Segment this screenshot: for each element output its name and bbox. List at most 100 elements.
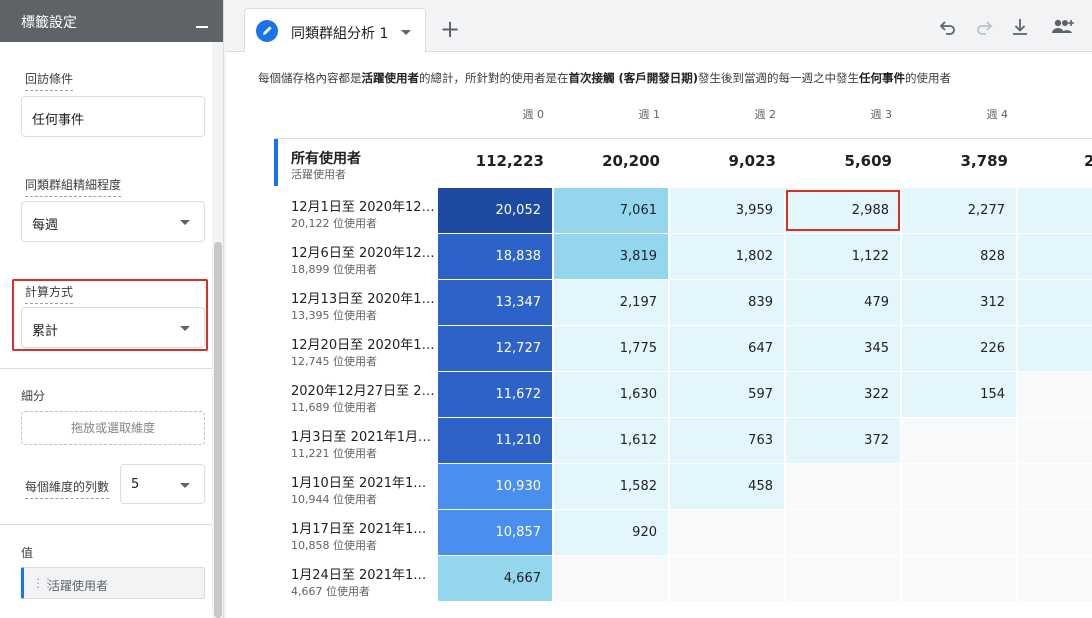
cohort-cell[interactable]: 13,347 — [438, 280, 552, 325]
cohort-cell[interactable]: 20,052 — [438, 188, 552, 233]
cohort-cell[interactable]: 2,277 — [902, 188, 1016, 233]
table-description: 每個儲存格內容都是活躍使用者的總計，所針對的使用者是在首次接觸 (客戶開發日期)… — [258, 71, 952, 85]
total-row-accent — [274, 139, 278, 186]
cohort-size: 13,395 位使用者 — [291, 309, 377, 322]
chevron-down-icon[interactable] — [401, 30, 411, 35]
total-subtitle: 活躍使用者 — [291, 168, 346, 181]
values-label: 值 — [21, 546, 34, 560]
redo-icon[interactable] — [973, 16, 995, 38]
cohort-cell[interactable]: 1,775 — [554, 326, 668, 371]
chevron-down-icon — [180, 220, 190, 225]
cohort-cell[interactable]: 372 — [786, 418, 900, 463]
cohort-cell[interactable]: 154 — [902, 372, 1016, 417]
cohort-cell[interactable]: 3,959 — [670, 188, 784, 233]
cohort-cell[interactable]: 3,819 — [554, 234, 668, 279]
cohort-cell[interactable]: 12,727 — [438, 326, 552, 371]
divider — [0, 524, 212, 525]
cohort-cell[interactable]: 10,930 — [438, 464, 552, 509]
cohort-cell[interactable]: 839 — [670, 280, 784, 325]
cohort-cell[interactable]: 312 — [902, 280, 1016, 325]
chevron-down-icon — [180, 483, 190, 488]
cohort-cell[interactable]: 4,667 — [438, 556, 552, 601]
cohort-cell[interactable]: 1,122 — [786, 234, 900, 279]
panel-title: 標籤設定 — [21, 15, 77, 31]
partial-cell — [1018, 280, 1092, 325]
cohort-size: 18,899 位使用者 — [291, 263, 377, 276]
total-row — [274, 138, 1092, 188]
cohort-cell[interactable]: 11,672 — [438, 372, 552, 417]
calculation-label: 計算方式 — [25, 283, 74, 304]
partial-cell — [1018, 188, 1092, 233]
cohort-size: 11,689 位使用者 — [291, 401, 377, 414]
cohort-label: 2020年12月27日至 2… — [291, 384, 435, 399]
cohort-cell[interactable]: 1,630 — [554, 372, 668, 417]
empty-cell — [786, 510, 900, 555]
cohort-cell[interactable]: 345 — [786, 326, 900, 371]
cohort-cell[interactable]: 322 — [786, 372, 900, 417]
cohort-cell[interactable]: 458 — [670, 464, 784, 509]
download-icon[interactable] — [1009, 16, 1031, 38]
granularity-select[interactable]: 每週 — [21, 201, 205, 242]
cohort-cell[interactable]: 2,988 — [786, 188, 900, 233]
total-value: 20,200 — [602, 152, 660, 170]
cohort-size: 4,667 位使用者 — [291, 585, 370, 598]
cohort-cell[interactable]: 1,582 — [554, 464, 668, 509]
tab-cohort-analysis[interactable]: 同類群組分析 1 — [244, 8, 426, 53]
cohort-cell[interactable]: 1,802 — [670, 234, 784, 279]
empty-cell — [670, 556, 784, 601]
drag-handle-icon[interactable]: ⋮⋮ — [32, 576, 54, 590]
cohort-cell[interactable]: 7,061 — [554, 188, 668, 233]
cohort-label: 1月17日至 2021年1… — [291, 522, 427, 537]
cohort-cell[interactable]: 479 — [786, 280, 900, 325]
value-chip[interactable]: ⋮⋮ 活躍使用者 — [21, 567, 205, 599]
cohort-cell[interactable]: 10,857 — [438, 510, 552, 555]
cohort-cell[interactable]: 763 — [670, 418, 784, 463]
return-criteria-field[interactable]: 任何事件 — [21, 96, 205, 137]
share-icon[interactable] — [1050, 16, 1076, 38]
cohort-size: 11,221 位使用者 — [291, 447, 377, 460]
cohort-cell[interactable]: 597 — [670, 372, 784, 417]
pencil-icon[interactable] — [256, 20, 278, 42]
total-value: 3,789 — [960, 152, 1008, 170]
partial-cell — [1018, 372, 1092, 417]
total-value: 9,023 — [728, 152, 776, 170]
cohort-cell[interactable]: 647 — [670, 326, 784, 371]
granularity-value: 每週 — [32, 218, 59, 233]
empty-cell — [902, 510, 1016, 555]
cohort-cell[interactable]: 1,612 — [554, 418, 668, 463]
cohort-label: 12月6日至 2020年12… — [291, 246, 435, 261]
cohort-cell[interactable]: 11,210 — [438, 418, 552, 463]
cohort-label: 12月1日至 2020年12… — [291, 200, 435, 215]
total-value: 5,609 — [844, 152, 892, 170]
calculation-value: 累計 — [32, 324, 59, 339]
week-header: 週 0 — [522, 108, 545, 121]
empty-cell — [786, 464, 900, 509]
return-criteria-value: 任何事件 — [32, 113, 85, 128]
empty-cell — [1018, 418, 1092, 463]
dimension-drop-zone[interactable]: 拖放或選取維度 — [21, 411, 205, 445]
add-tab-button[interactable]: + — [439, 15, 461, 43]
panel-scrollbar-thumb[interactable] — [214, 242, 222, 618]
cohort-cell[interactable]: 226 — [902, 326, 1016, 371]
cohort-size: 10,858 位使用者 — [291, 539, 377, 552]
cohort-size: 12,745 位使用者 — [291, 355, 377, 368]
calculation-select[interactable]: 累計 — [21, 307, 205, 348]
panel-header: 標籤設定 — [0, 0, 223, 42]
week-header: 週 3 — [870, 108, 893, 121]
chevron-down-icon — [180, 326, 190, 331]
cohort-cell[interactable]: 920 — [554, 510, 668, 555]
cohort-cell[interactable]: 18,838 — [438, 234, 552, 279]
undo-icon[interactable] — [937, 16, 959, 38]
empty-cell — [902, 418, 1016, 463]
empty-cell — [902, 464, 1016, 509]
week-header: 週 4 — [986, 108, 1009, 121]
cell-highlight — [786, 190, 900, 231]
total-title: 所有使用者 — [291, 151, 361, 167]
rows-per-dimension-select[interactable]: 5 — [120, 464, 205, 504]
collapse-icon[interactable] — [196, 26, 208, 28]
breakdown-label: 細分 — [21, 389, 46, 403]
value-chip-label: 活躍使用者 — [48, 579, 109, 593]
cohort-cell[interactable]: 2,197 — [554, 280, 668, 325]
cohort-cell[interactable]: 828 — [902, 234, 1016, 279]
total-value-cut: 2 — [1084, 152, 1092, 170]
